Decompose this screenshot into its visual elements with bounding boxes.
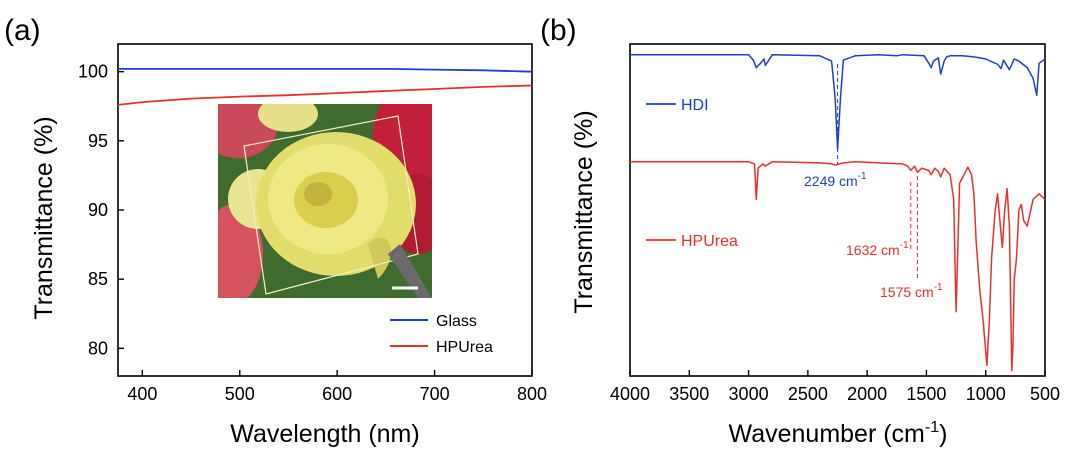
x-tick-label: 500 (1030, 384, 1060, 404)
x-tick-label: 3000 (729, 384, 769, 404)
panel-a-legend: Glass HPUrea (390, 313, 493, 356)
x-tick-label: 400 (127, 384, 157, 404)
x-tick-label: 800 (517, 384, 547, 404)
x-tick-label: 1500 (906, 384, 946, 404)
panel-b-legend-hdi: HDI (646, 97, 709, 114)
legend-hpurea-label: HPUrea (436, 339, 493, 356)
x-tick-label: 700 (420, 384, 450, 404)
panel-a-label: (a) (4, 14, 41, 47)
panel-a-series (117, 68, 533, 106)
y-tick-label: 80 (88, 338, 108, 358)
flower-photo-icon (218, 104, 432, 298)
panel-b-axes-frame (629, 43, 1046, 377)
series-line-glass (118, 68, 533, 73)
panel-a-y-axis-label: Transmittance (%) (30, 116, 58, 319)
y-tick-label: 90 (88, 200, 108, 220)
panel-b-x-axis-label: Wavenumber (cm-1) (729, 419, 948, 448)
legend-hpurea-label-b: HPUrea (681, 233, 738, 250)
series-line-hpurea (630, 161, 1046, 372)
x-tick-label: 4000 (610, 384, 650, 404)
panel-a-x-ticks: 400 500 600 700 800 (127, 370, 547, 404)
annotation-1575: 1575 cm-1 (880, 282, 943, 300)
legend-glass-label: Glass (436, 313, 477, 330)
inset-photo-flower (218, 104, 432, 298)
series-line-hdi (630, 53, 1046, 150)
annotation-2249: 2249 cm-1 (804, 171, 867, 189)
panel-b-label: (b) (540, 14, 577, 47)
y-tick-label: 85 (88, 269, 108, 289)
x-tick-label: 2500 (788, 384, 828, 404)
panel-b-series (630, 53, 1046, 372)
x-tick-label: 1000 (966, 384, 1006, 404)
panel-b-x-ticks: 4000 3500 3000 2500 2000 1500 1000 500 (610, 370, 1060, 404)
panel-b-y-axis-label: Transmittance (%) (570, 110, 598, 313)
series-line-hpurea (117, 84, 533, 106)
x-tick-label: 3500 (669, 384, 709, 404)
panel-b-legend-hpurea: HPUrea (646, 233, 738, 250)
x-tick-label: 600 (322, 384, 352, 404)
legend-hdi-label: HDI (681, 97, 709, 114)
x-tick-label: 2000 (847, 384, 887, 404)
panel-a-y-ticks: 80 85 90 95 100 (78, 62, 124, 358)
panel-a-x-axis-label: Wavelength (nm) (230, 420, 419, 448)
x-tick-label: 500 (225, 384, 255, 404)
panel-b-annotations: 2249 cm-1 1632 cm-1 1575 cm-1 (804, 64, 943, 300)
panel-b: (b) 4000 3500 3000 2500 2000 1500 1000 500 2249… (540, 14, 1060, 448)
y-tick-label: 95 (88, 131, 108, 151)
annotation-1632: 1632 cm-1 (846, 240, 909, 258)
panel-a: (a) 80 85 90 95 100 400 500 600 700 800 Transmit… (4, 14, 547, 448)
y-tick-label: 100 (78, 62, 108, 82)
